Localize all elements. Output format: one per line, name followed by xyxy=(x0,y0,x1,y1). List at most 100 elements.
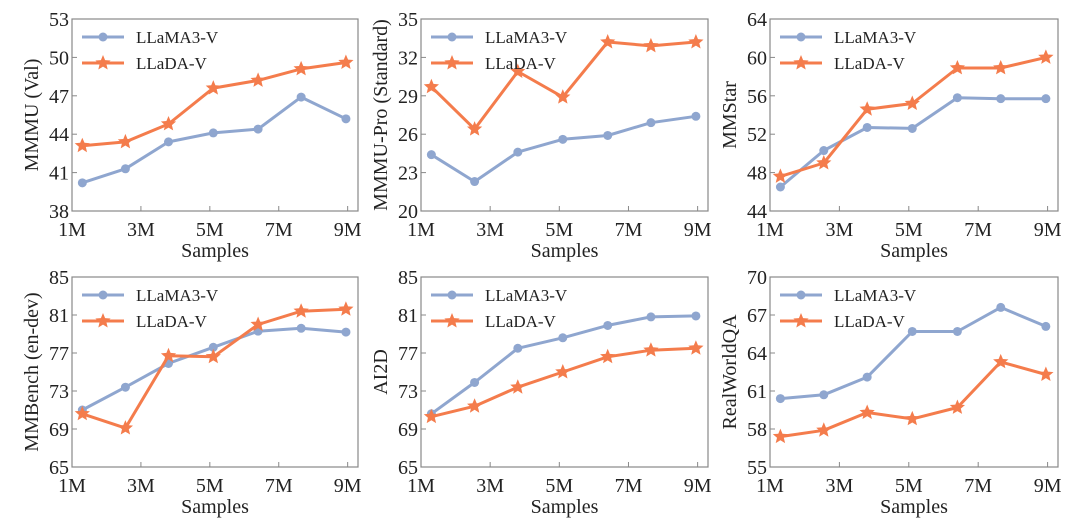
x-tick-label: 5M xyxy=(895,475,923,497)
series-llama3-v xyxy=(426,311,701,419)
y-tick-label: 65 xyxy=(398,457,418,479)
series-llada-v xyxy=(772,353,1054,444)
plot-frame xyxy=(420,276,709,468)
legend-label: LLaMA3-V xyxy=(485,286,568,305)
data-point xyxy=(423,408,439,424)
data-point xyxy=(907,123,917,133)
data-point xyxy=(74,137,90,153)
data-point xyxy=(555,89,571,104)
data-point xyxy=(296,92,306,102)
x-axis-label: Samples xyxy=(531,240,599,262)
data-point xyxy=(1038,366,1054,381)
y-tick-label: 85 xyxy=(398,267,418,289)
data-point xyxy=(77,178,87,188)
legend-entry: LLaMA3-V xyxy=(780,286,917,305)
data-point xyxy=(904,410,920,426)
y-tick-label: 85 xyxy=(49,267,69,289)
y-tick-label: 73 xyxy=(398,381,418,403)
data-point xyxy=(949,60,965,75)
y-tick-label: 60 xyxy=(747,47,767,69)
data-point xyxy=(688,34,704,49)
legend-marker-star xyxy=(793,313,809,328)
legend-label: LLaDA-V xyxy=(485,54,557,73)
plot-frame xyxy=(769,18,1059,212)
series-line xyxy=(430,314,696,416)
subplot-4: 65 69 73 77 81 85 1M 3M 5M 7M 9M Samples MMBench (en… xyxy=(21,267,362,518)
data-point xyxy=(510,379,526,394)
data-point xyxy=(467,121,483,136)
data-point xyxy=(513,343,523,353)
y-tick-label: 77 xyxy=(398,343,418,365)
y-tick-label: 44 xyxy=(49,124,69,146)
y-tick-label: 32 xyxy=(398,47,418,69)
data-point xyxy=(558,333,568,343)
y-tick-label: 52 xyxy=(747,124,767,146)
y-tick-label: 38 xyxy=(49,201,69,223)
data-point xyxy=(688,340,704,355)
x-tick-label: 5M xyxy=(895,219,923,241)
x-tick-label: 3M xyxy=(127,219,155,241)
data-point xyxy=(1041,321,1051,331)
legend-entry: LLaMA3-V xyxy=(431,28,568,47)
data-point xyxy=(160,347,177,363)
data-point xyxy=(996,302,1006,312)
y-tick-label: 47 xyxy=(49,86,69,108)
data-point xyxy=(338,301,354,316)
x-tick-label: 5M xyxy=(196,475,224,497)
data-point xyxy=(952,326,962,336)
data-point xyxy=(691,311,701,321)
x-tick-label: 3M xyxy=(476,475,504,497)
series-line xyxy=(780,360,1047,439)
data-point xyxy=(74,405,90,421)
series-line xyxy=(81,326,347,412)
legend-label: LLaDA-V xyxy=(136,54,208,73)
legend-label: LLaDA-V xyxy=(834,54,906,73)
x-tick-label: 9M xyxy=(684,475,712,497)
x-axis-label: Samples xyxy=(181,496,249,518)
data-point xyxy=(904,95,920,110)
y-axis-label: MMMU (Val) xyxy=(21,59,43,172)
legend-entry: LLaMA3-V xyxy=(82,28,219,47)
x-tick-label: 1M xyxy=(756,219,784,241)
legend-marker-star xyxy=(793,55,809,70)
data-point xyxy=(341,114,351,124)
y-tick-label: 70 xyxy=(747,267,767,289)
legend-marker-star xyxy=(95,55,111,70)
data-point xyxy=(859,101,875,116)
data-point xyxy=(555,364,571,379)
legend-entry: LLaDA-V xyxy=(82,312,208,331)
data-point xyxy=(646,118,656,128)
legend-label: LLaMA3-V xyxy=(834,286,917,305)
x-tick-label: 7M xyxy=(964,475,992,497)
legend-label: LLaMA3-V xyxy=(485,28,568,47)
x-tick-label: 3M xyxy=(825,219,853,241)
data-point xyxy=(250,316,266,331)
legend-label: LLaMA3-V xyxy=(136,28,219,47)
x-tick-label: 1M xyxy=(58,475,86,497)
data-point xyxy=(208,128,218,138)
data-point xyxy=(775,394,785,404)
y-tick-label: 50 xyxy=(49,47,69,69)
legend-entry: LLaDA-V xyxy=(780,312,906,331)
plot-frame xyxy=(769,276,1059,468)
y-axis-label: MMBench (en-dev) xyxy=(21,292,43,451)
x-tick-label: 7M xyxy=(265,475,293,497)
data-point xyxy=(341,327,351,337)
series-line xyxy=(779,55,1047,178)
data-point xyxy=(470,177,480,187)
series-llama3-v xyxy=(775,302,1051,404)
data-point xyxy=(117,420,133,435)
series-line xyxy=(81,307,346,430)
y-tick-label: 77 xyxy=(49,343,69,365)
data-point xyxy=(293,303,309,318)
y-tick-label: 64 xyxy=(747,343,767,365)
x-tick-label: 3M xyxy=(825,475,853,497)
legend-label: LLaMA3-V xyxy=(834,28,917,47)
legend-marker-circle xyxy=(796,290,806,300)
y-tick-label: 81 xyxy=(49,305,69,327)
y-tick-label: 26 xyxy=(398,124,418,146)
y-tick-label: 56 xyxy=(747,86,767,108)
series-llama3-v xyxy=(426,111,701,187)
x-tick-label: 3M xyxy=(127,475,155,497)
